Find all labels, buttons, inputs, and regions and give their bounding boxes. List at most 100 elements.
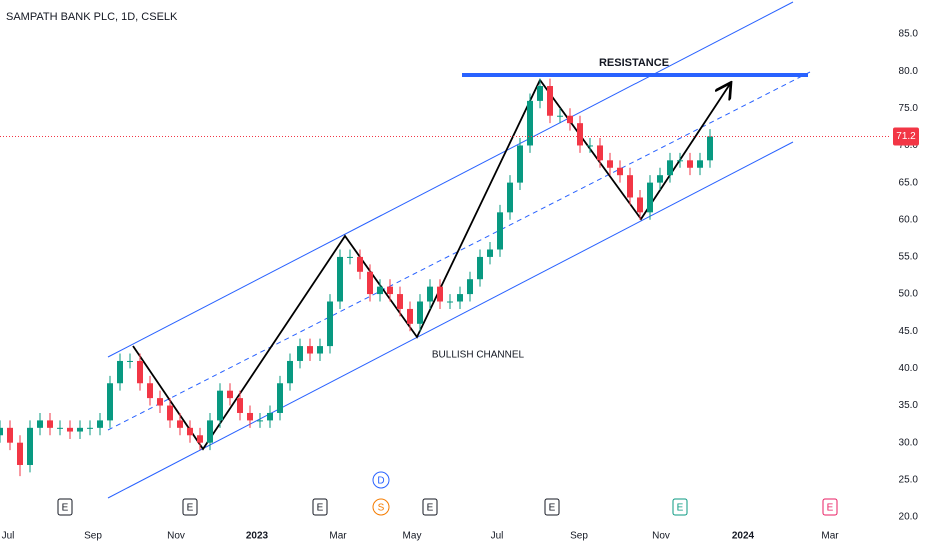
candle-body — [277, 383, 283, 413]
candle-body — [527, 100, 533, 146]
candle-body — [187, 427, 193, 436]
candle-body — [0, 427, 3, 436]
candle-body — [27, 427, 33, 465]
candle-body — [357, 256, 363, 272]
x-tick-label: Jul — [2, 531, 15, 542]
candle-body — [417, 301, 423, 324]
candle-body — [197, 435, 203, 443]
y-tick-label: 75.0 — [899, 103, 919, 114]
candle-body — [637, 197, 643, 213]
candle-body — [137, 360, 143, 384]
candle-body — [37, 420, 43, 428]
event-label: E — [677, 503, 684, 514]
candle-body — [257, 420, 263, 422]
candle-body — [447, 301, 453, 303]
event-label: D — [377, 476, 384, 487]
event-marker — [372, 471, 390, 489]
candle-body — [497, 212, 503, 250]
candle-body — [297, 346, 303, 361]
candle-body — [587, 145, 593, 147]
candle-body — [677, 160, 683, 162]
candle-body — [577, 123, 583, 146]
candle-body — [547, 86, 553, 116]
candle-body — [437, 286, 443, 302]
y-tick-label: 70.0 — [899, 140, 919, 151]
candle-body — [177, 420, 183, 428]
candle-body — [387, 286, 393, 295]
candle-body — [457, 294, 463, 302]
event-marker — [422, 498, 438, 516]
event-label: E — [549, 503, 556, 514]
candle-body — [347, 256, 353, 258]
annotation: RESISTANCE — [599, 57, 669, 69]
candle-body — [607, 160, 613, 168]
candle-body — [467, 279, 473, 295]
x-tick-label: 2023 — [246, 531, 269, 542]
event-marker — [544, 498, 560, 516]
candle-body — [217, 390, 223, 421]
y-tick-label: 50.0 — [899, 289, 919, 300]
event-label: E — [317, 503, 324, 514]
candle-body — [307, 346, 313, 354]
event-label: E — [827, 503, 834, 514]
candle-body — [157, 398, 163, 406]
event-label: S — [378, 503, 385, 514]
candle-body — [597, 145, 603, 161]
candle-body — [117, 360, 123, 384]
candle-body — [287, 360, 293, 384]
event-marker — [57, 498, 73, 516]
event-marker — [672, 498, 688, 516]
candle-body — [647, 182, 653, 213]
y-tick-label: 30.0 — [899, 437, 919, 448]
channel-upper — [107, 1, 794, 358]
candle-body — [97, 420, 103, 428]
candle-body — [17, 442, 23, 465]
candle-body — [327, 301, 333, 347]
y-tick-label: 65.0 — [899, 177, 919, 188]
y-tick-label: 45.0 — [899, 326, 919, 337]
event-marker — [822, 498, 838, 516]
candle-body — [77, 427, 83, 432]
candle-body — [67, 427, 73, 432]
candle-body — [507, 182, 513, 213]
x-tick-label: Sep — [84, 531, 102, 542]
candle-body — [427, 286, 433, 302]
x-tick-label: Mar — [329, 531, 347, 542]
candle-body — [47, 420, 53, 428]
candle-body — [367, 271, 373, 295]
y-tick-label: 60.0 — [899, 214, 919, 225]
event-label: E — [427, 503, 434, 514]
candle-body — [537, 86, 543, 101]
candle-body — [657, 175, 663, 183]
candle-body — [707, 136, 713, 161]
x-tick-label: 2024 — [732, 531, 755, 542]
y-tick-label: 35.0 — [899, 400, 919, 411]
candle-body — [147, 383, 153, 399]
y-tick-label: 80.0 — [899, 66, 919, 77]
candle-body — [127, 360, 133, 362]
candle-body — [57, 427, 63, 429]
candle-body — [687, 160, 693, 168]
candle-body — [377, 286, 383, 295]
channel-lower — [107, 141, 794, 499]
chart-title: SAMPATH BANK PLC, 1D, CSELK — [6, 11, 178, 23]
candle-body — [227, 390, 233, 399]
candle-body — [407, 308, 413, 324]
candle-body — [517, 145, 523, 183]
candle-body — [557, 115, 563, 117]
candle-body — [337, 256, 343, 302]
x-tick-label: Jul — [491, 531, 504, 542]
x-tick-label: Nov — [167, 531, 185, 542]
event-marker — [372, 498, 390, 516]
last-price-label: 71.2 — [896, 131, 916, 142]
x-tick-label: Nov — [652, 531, 670, 542]
candle-body — [107, 383, 113, 421]
y-tick-label: 40.0 — [899, 363, 919, 374]
x-tick-label: May — [403, 531, 422, 542]
x-tick-label: Sep — [570, 531, 588, 542]
event-marker — [312, 498, 328, 516]
x-tick-label: Mar — [821, 531, 839, 542]
candle-body — [317, 346, 323, 354]
zigzag — [132, 78, 730, 451]
